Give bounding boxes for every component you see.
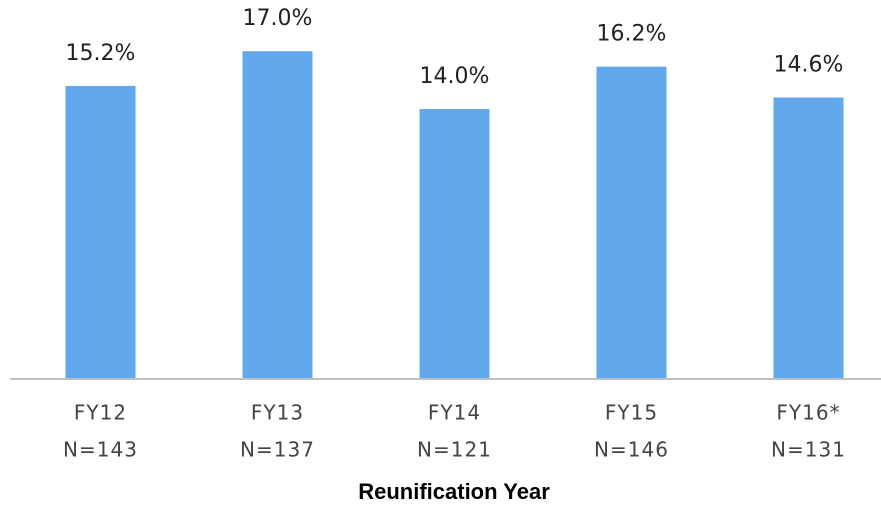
x-tick-count: N=121 [417,438,492,462]
value-label: 16.2% [597,22,667,47]
x-tick-count: N=143 [63,438,138,462]
x-tick-label: FY12 [74,401,127,425]
bar [419,109,490,380]
value-label: 14.6% [774,52,844,77]
bar [773,97,844,379]
x-tick-label: FY16* [776,401,840,425]
x-tick-label: FY14 [428,401,481,425]
x-tick-count: N=137 [240,438,315,462]
value-label: 14.0% [420,64,490,89]
x-tick-label: FY15 [605,401,658,425]
x-tick-count: N=146 [594,438,669,462]
bar [65,85,136,380]
bar [242,51,313,379]
value-label: 15.2% [66,41,136,66]
value-label: 17.0% [243,6,313,31]
x-axis-title: Reunification Year [358,479,550,504]
bar [596,66,667,379]
x-tick-count: N=131 [771,438,846,462]
x-tick-label: FY13 [251,401,304,425]
